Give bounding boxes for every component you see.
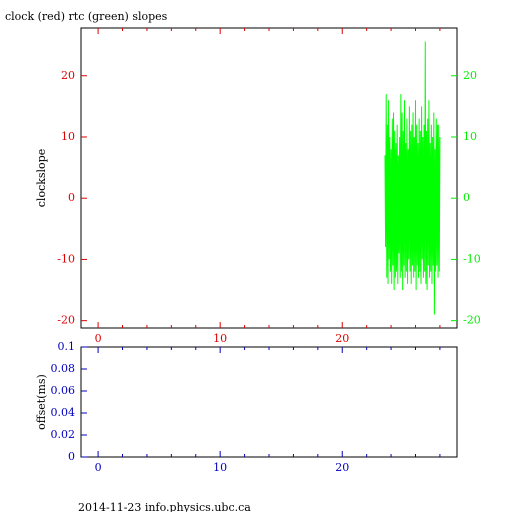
- y-tick-label: -10: [57, 252, 75, 265]
- y2-tick-label: 0: [463, 191, 470, 204]
- y-tick-label: 0.06: [51, 384, 76, 397]
- y-tick-label: 0: [68, 191, 75, 204]
- y2-tick-label: -10: [463, 252, 481, 265]
- y-tick-label: 0.04: [51, 406, 76, 419]
- y-tick-label: 0.08: [51, 362, 76, 375]
- y2-tick-label: -20: [463, 314, 481, 327]
- y-tick-label: 0.1: [58, 340, 76, 353]
- y-axis-label: offset(ms): [35, 374, 48, 430]
- x-tick-label: 10: [213, 461, 227, 474]
- y2-tick-label: 20: [463, 69, 477, 82]
- y2-tick-label: 10: [463, 130, 477, 143]
- y-tick-label: 0.02: [51, 428, 76, 441]
- y-tick-label: -20: [57, 314, 75, 327]
- chart-title: clock (red) rtc (green) slopes: [5, 10, 168, 23]
- x-tick-label: 0: [95, 332, 102, 345]
- y-tick-label: 20: [61, 69, 75, 82]
- x-tick-label: 0: [95, 461, 102, 474]
- data-line: [384, 41, 441, 315]
- footer: 2014-11-23 info.physics.ubc.ca: [78, 501, 251, 512]
- y-tick-label: 0: [68, 450, 75, 463]
- plot-frame: [80, 346, 458, 458]
- y-tick-label: 10: [61, 130, 75, 143]
- x-tick-label: 10: [213, 332, 227, 345]
- x-tick-label: 20: [335, 461, 349, 474]
- y-axis-label: clockslope: [35, 149, 48, 207]
- x-tick-label: 20: [335, 332, 349, 345]
